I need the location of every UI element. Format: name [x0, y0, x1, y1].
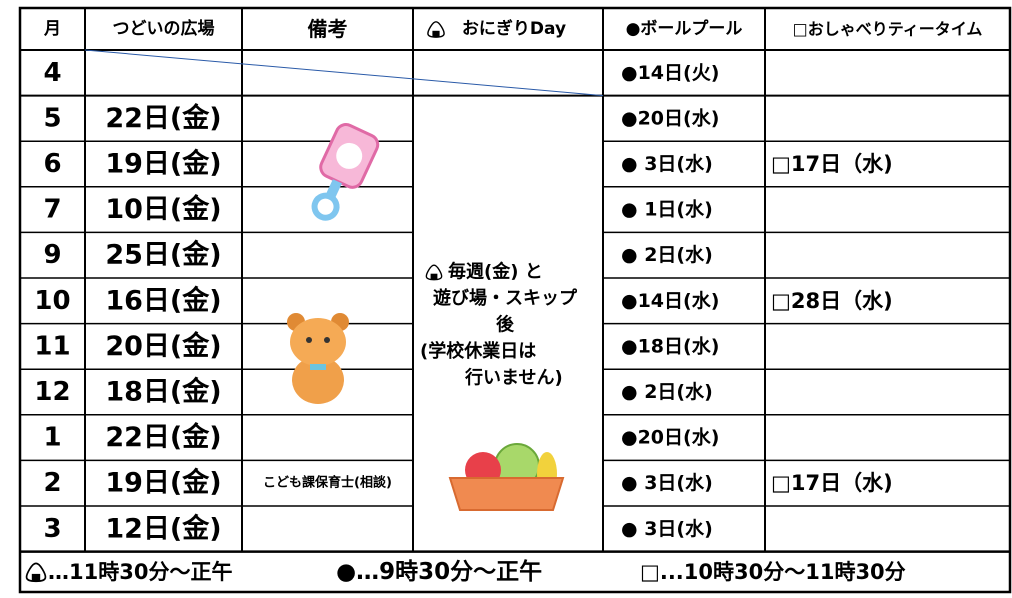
teddy-bear-illustration	[287, 313, 349, 404]
table-border	[18, 6, 1012, 594]
diagonal-line	[84, 49, 604, 97]
onigiri-icon	[427, 21, 445, 38]
month-cell: 1	[43, 423, 61, 453]
header-cell: 備考	[308, 17, 348, 41]
onigiri-note: 遊び場・スキップ	[433, 287, 578, 309]
tea-time-date: □17日（水)	[771, 471, 893, 495]
header-cell: □おしゃべりティータイム	[793, 20, 983, 39]
onigiri-note: 後	[496, 314, 515, 336]
onigiri-note: 行いません)	[464, 367, 563, 389]
tea-time-date: □17日（水)	[771, 152, 893, 176]
ball-pool-date: ●14日(水)	[621, 290, 719, 312]
ball-pool-date: ●20日(水)	[621, 107, 719, 129]
hiroba-date: 18日(金)	[105, 376, 221, 408]
onigiri-icon	[25, 562, 47, 583]
bear-eye	[324, 337, 330, 343]
legend-text: …11時30分～正午	[48, 560, 232, 584]
legend-text: ●…9時30分～正午	[336, 558, 542, 585]
month-cell: 11	[34, 331, 70, 361]
ball-pool-date: ●14日(火)	[621, 62, 719, 84]
ball-pool-date: ● 3日(水)	[621, 153, 713, 175]
ball-pool-date: ● 3日(水)	[621, 472, 713, 494]
header-cell: 月	[43, 19, 61, 39]
hiroba-date: 16日(金)	[105, 284, 221, 316]
onigiri-shape	[25, 562, 47, 583]
onigiri-nori	[430, 273, 438, 280]
rattle-ring	[311, 192, 340, 221]
month-cell: 7	[43, 195, 61, 225]
hiroba-date: 20日(金)	[105, 330, 221, 362]
hiroba-date: 10日(金)	[105, 193, 221, 225]
hiroba-date: 22日(金)	[105, 102, 221, 134]
bear-eye	[306, 337, 312, 343]
ball-pool-date: ● 3日(水)	[621, 518, 713, 540]
fruit-basket-illustration	[448, 443, 565, 511]
month-cell: 6	[43, 149, 61, 179]
onigiri-icon	[425, 264, 443, 281]
bear-body	[292, 356, 344, 404]
note-cell: こども課保育士(相談)	[263, 475, 392, 491]
rattle-face	[336, 142, 363, 169]
month-cell: 5	[43, 103, 61, 133]
month-cell: 3	[43, 514, 61, 544]
hiroba-date: 12日(金)	[105, 512, 221, 544]
ball-pool-date: ● 1日(水)	[621, 199, 713, 221]
month-cell: 12	[34, 377, 70, 407]
hiroba-date: 19日(金)	[105, 148, 221, 180]
tea-time-date: □28日（水)	[771, 289, 893, 313]
onigiri-nori	[432, 30, 440, 38]
bear-bow	[310, 364, 326, 370]
header-cell: おにぎりDay	[462, 18, 566, 39]
hiroba-date: 25日(金)	[105, 239, 221, 271]
ball-pool-date: ●20日(水)	[621, 427, 719, 449]
ball-pool-date: ● 2日(水)	[621, 381, 713, 403]
month-cell: 4	[43, 58, 61, 88]
legend-text: □...10時30分～11時30分	[640, 560, 906, 584]
month-cell: 9	[43, 240, 61, 270]
rattle-illustration	[311, 123, 380, 221]
header-cell: つどいの広場	[113, 18, 215, 39]
hiroba-date: 19日(金)	[105, 467, 221, 499]
month-cell: 2	[43, 468, 61, 498]
onigiri-note: 毎週(金) と	[448, 261, 543, 283]
hiroba-date: 22日(金)	[105, 421, 221, 453]
onigiri-note: (学校休業日は	[420, 340, 536, 362]
header-cell: ●ボールプール	[626, 18, 743, 39]
month-cell: 10	[34, 286, 70, 316]
ball-pool-date: ● 2日(水)	[621, 244, 713, 266]
basket	[448, 477, 565, 511]
onigiri-nori	[31, 573, 41, 582]
bear-head	[290, 318, 346, 366]
ball-pool-date: ●18日(水)	[621, 335, 719, 357]
